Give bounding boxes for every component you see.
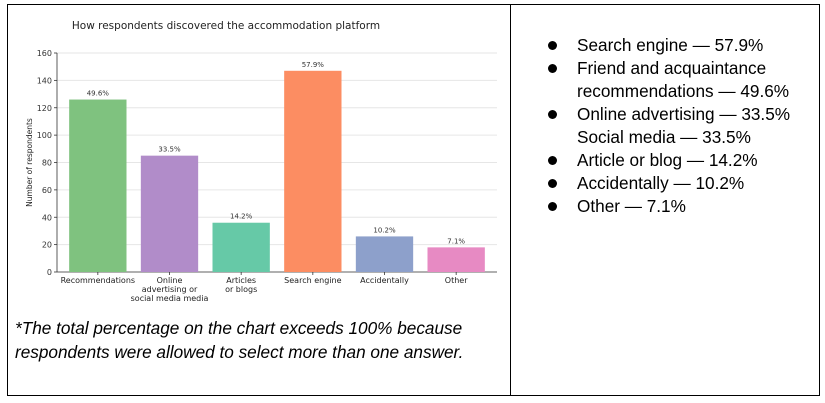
data-label: 49.6%	[87, 90, 110, 98]
bullet-icon	[548, 110, 557, 119]
x-tick-label: Recommendations	[61, 276, 135, 285]
x-tick-label: Search engine	[284, 276, 341, 285]
data-label: 7.1%	[447, 237, 465, 245]
y-tick-label: 160	[37, 49, 52, 58]
bar	[69, 99, 127, 272]
summary-item: Accidentally — 10.2%	[545, 172, 815, 195]
data-label: 14.2%	[230, 213, 253, 221]
summary-list: Search engine — 57.9% Friend and acquaint…	[545, 34, 815, 218]
y-tick-label: 40	[42, 213, 52, 222]
column-divider	[510, 4, 511, 396]
y-tick-label: 0	[47, 268, 52, 277]
bullet-icon	[548, 41, 557, 50]
bar	[355, 236, 414, 272]
summary-item-text: Article or blog — 14.2%	[577, 150, 758, 170]
y-tick-label: 140	[37, 76, 52, 85]
data-label: 10.2%	[373, 226, 396, 234]
summary-item-text: Friend and acquaintance recommendations …	[577, 58, 790, 101]
summary-item: Social media — 33.5%	[545, 126, 815, 149]
x-tick-label: Online	[157, 276, 183, 285]
bullet-icon	[548, 202, 557, 211]
y-tick-label: 80	[42, 159, 52, 168]
summary-item: Article or blog — 14.2%	[545, 149, 815, 172]
bar	[427, 247, 485, 272]
chart-title: How respondents discovered the accommoda…	[72, 20, 380, 32]
bar	[284, 70, 342, 272]
bullet-icon	[548, 64, 557, 73]
footnote: *The total percentage on the chart excee…	[15, 318, 464, 362]
y-tick-label: 120	[37, 104, 52, 113]
x-tick-label: Accidentally	[360, 276, 409, 285]
summary-item-text: Social media — 33.5%	[577, 127, 751, 147]
y-tick-label: 20	[42, 241, 52, 250]
summary-item-text: Online advertising — 33.5%	[577, 104, 791, 124]
x-tick-label: Articles	[226, 276, 256, 285]
data-label: 33.5%	[158, 146, 181, 154]
data-label: 57.9%	[302, 61, 325, 69]
summary-item-text: Search engine — 57.9%	[577, 35, 764, 55]
summary-item-text: Other — 7.1%	[577, 196, 686, 216]
y-tick-label: 100	[37, 131, 52, 140]
y-axis-title: Number of respondents	[25, 118, 34, 207]
bar	[212, 222, 270, 272]
bar-chart: How respondents discovered the accommoda…	[25, 20, 497, 303]
y-tick-label: 60	[42, 186, 52, 195]
bullet-icon	[548, 156, 557, 165]
summary-item: Search engine — 57.9%	[545, 34, 815, 57]
summary-item: Other — 7.1%	[545, 195, 815, 218]
x-tick-label: advertising or	[142, 285, 198, 294]
summary-item: Online advertising — 33.5%	[545, 103, 815, 126]
chart-panel: How respondents discovered the accommoda…	[15, 8, 507, 311]
bullet-icon	[548, 179, 557, 188]
table-frame	[7, 4, 820, 396]
x-tick-label: or blogs	[225, 285, 257, 294]
bar	[140, 155, 199, 272]
x-tick-label: social media media	[131, 294, 209, 303]
summary-item-text: Accidentally — 10.2%	[577, 173, 745, 193]
x-tick-label: Other	[445, 276, 468, 285]
summary-item: Friend and acquaintance recommendations …	[545, 57, 815, 103]
